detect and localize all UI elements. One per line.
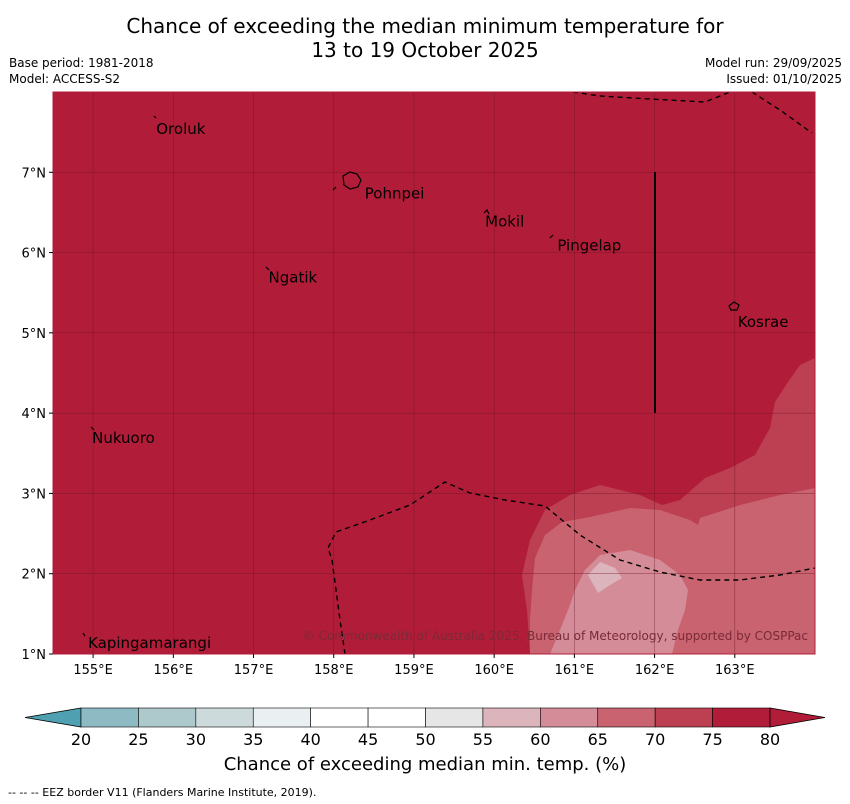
colorbar-tick-label: 70 [645, 730, 665, 749]
colorbar-segment [367, 707, 426, 728]
kapingamarangi-island-shape [82, 632, 86, 637]
lat-tick-label: 1°N [22, 648, 47, 663]
colorbar-tick-label: 30 [186, 730, 206, 749]
colorbar-tick-label: 65 [588, 730, 608, 749]
base-period-text: Base period: 1981-2018 [9, 56, 154, 70]
lat-tick-label: 6°N [22, 247, 47, 262]
colorbar-tick-label: 35 [243, 730, 263, 749]
lat-tick-label: 5°N [22, 327, 47, 342]
lon-tick-label: 162°E [635, 663, 675, 678]
place-label-kapingamarangi: Kapingamarangi [88, 634, 211, 652]
eez-footnote: -- -- -- EEZ border V11 (Flanders Marine… [8, 786, 317, 799]
nukuoro-island-shape [90, 426, 95, 431]
contour-65 [550, 550, 688, 654]
model-text: Model: ACCESS-S2 [9, 72, 121, 86]
lon-tick-label: 156°E [154, 663, 194, 678]
colorbar-tick-label: 25 [128, 730, 148, 749]
lat-tick-label: 7°N [22, 166, 47, 181]
colorbar-tick-label: 40 [300, 730, 320, 749]
colorbar-segment [712, 707, 771, 728]
colorbar-low-extend [24, 707, 82, 728]
colorbar-segment [80, 707, 139, 728]
place-labels: Oroluk Pohnpei Mokil Pingelap Ngatik Kosrae Nu… [88, 120, 788, 652]
mokil-island-shape [483, 208, 490, 215]
colorbar-high-extend [769, 707, 826, 728]
issued-text: Issued: 01/10/2025 [726, 72, 842, 86]
longitude-axis: 155°E 156°E 157°E 158°E 159°E 160°E 161°E 162°E… [73, 654, 755, 678]
colorbar: 20 25 30 35 40 45 50 55 60 65 70 75 80 [24, 707, 826, 749]
place-label-kosrae: Kosrae [738, 313, 789, 331]
lon-tick-label: 159°E [394, 663, 434, 678]
pingelap-island-shape [549, 234, 554, 239]
colorbar-tick-label: 20 [71, 730, 91, 749]
colorbar-tick-label: 50 [415, 730, 435, 749]
colorbar-segment [195, 707, 254, 728]
ngatik-island-shape [265, 266, 270, 271]
place-label-pohnpei: Pohnpei [365, 184, 425, 202]
title-line-2: 13 to 19 October 2025 [311, 38, 539, 62]
lon-tick-label: 163°E [715, 663, 755, 678]
colorbar-segment [310, 707, 369, 728]
colorbar-tick-label: 45 [358, 730, 378, 749]
colorbar-segment [654, 707, 713, 728]
lon-tick-label: 158°E [314, 663, 354, 678]
model-run-text: Model run: 29/09/2025 [704, 56, 842, 70]
place-label-pingelap: Pingelap [557, 237, 621, 255]
colorbar-tick-label: 60 [530, 730, 550, 749]
oroluk-island-shape [153, 115, 157, 119]
place-label-mokil: Mokil [485, 212, 524, 230]
lat-tick-label: 3°N [22, 487, 47, 502]
lon-tick-label: 155°E [73, 663, 113, 678]
colorbar-tick-label: 80 [760, 730, 780, 749]
title-line-1: Chance of exceeding the median minimum t… [126, 14, 724, 38]
eez-borders [327, 92, 815, 654]
colorbar-label: Chance of exceeding median min. temp. (%… [223, 754, 627, 775]
contour-60 [588, 562, 622, 593]
colorbar-segment [425, 707, 484, 728]
pohnpei-island-shape [342, 171, 362, 190]
colorbar-segment [597, 707, 656, 728]
lon-tick-label: 161°E [555, 663, 595, 678]
lon-tick-label: 160°E [474, 663, 514, 678]
colorbar-tick-label: 55 [473, 730, 493, 749]
colorbar-segment [252, 707, 311, 728]
lat-tick-label: 2°N [22, 568, 47, 583]
latitude-axis: 1°N 2°N 3°N 4°N 5°N 6°N 7°N [22, 166, 53, 663]
forecast-map[interactable]: Oroluk Pohnpei Mokil Pingelap Ngatik Kosrae Nu… [0, 0, 850, 700]
pohnpei-islet-shape [332, 186, 337, 191]
map-field: Oroluk Pohnpei Mokil Pingelap Ngatik Kosrae Nu… [53, 92, 815, 654]
colorbar-tick-label: 75 [702, 730, 722, 749]
place-label-oroluk: Oroluk [156, 120, 205, 138]
colorbar-segment [540, 707, 599, 728]
map-frame [52, 91, 816, 655]
place-label-ngatik: Ngatik [269, 269, 318, 287]
copyright-notice: © Commonwealth of Australia 2025, Bureau… [303, 629, 808, 643]
colorbar-segment [482, 707, 541, 728]
lon-tick-label: 157°E [234, 663, 274, 678]
lat-tick-label: 4°N [22, 407, 47, 422]
islands [82, 115, 740, 637]
kosrae-island-shape [728, 301, 740, 311]
place-label-nukuoro: Nukuoro [92, 429, 155, 447]
colorbar-segment [138, 707, 197, 728]
